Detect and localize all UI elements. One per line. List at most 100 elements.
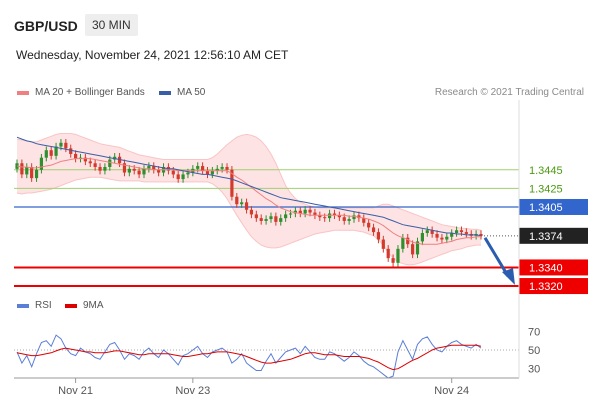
legend-9ma-swatch [65, 303, 77, 308]
candle-body [20, 163, 24, 175]
candle-body [376, 232, 381, 240]
candle-body [69, 148, 73, 154]
candle-body [108, 159, 112, 167]
x-tick-label-2: Nov 24 [434, 385, 469, 397]
candle-body [74, 153, 78, 159]
candle-body [327, 213, 332, 219]
candle-body [347, 219, 351, 221]
legend-rsi-swatch [17, 303, 29, 308]
legend-ma20-label: MA 20 + Bollinger Bands [35, 87, 145, 98]
candle-body [103, 166, 107, 171]
candle-body [83, 157, 87, 162]
legend-ma20-swatch [17, 90, 29, 95]
ma50-line [16, 136, 482, 237]
legend-9ma-label: 9MA [83, 300, 104, 311]
rsi-9ma-line [16, 344, 482, 371]
candle-body [93, 163, 97, 167]
candle-body [147, 166, 151, 169]
candle-body [49, 150, 53, 156]
candle-body [39, 157, 44, 170]
candle-body [303, 209, 307, 214]
legend-ma50-swatch [159, 90, 171, 95]
candle-body [64, 142, 68, 149]
candle-body [450, 233, 454, 237]
bollinger-upper-line [16, 133, 482, 231]
candle-body [235, 196, 239, 205]
candle-body [318, 215, 322, 218]
symbol-title: GBP/USD [14, 18, 78, 34]
level-tag-1.3374 [519, 227, 588, 244]
candle-body [337, 215, 341, 218]
candle-body [215, 168, 219, 171]
candle-body [386, 248, 390, 259]
candle-body [313, 212, 317, 216]
x-tick-label-1: Nov 23 [175, 385, 210, 397]
candle-body [98, 166, 102, 171]
candle-body [352, 215, 356, 220]
candle-body [230, 169, 234, 197]
candle-body [401, 237, 405, 249]
rsi-tick-70: 70 [528, 326, 540, 338]
legend-ma20: MA 20 + Bollinger Bands [17, 87, 145, 98]
candle-body [205, 170, 210, 175]
candle-body [264, 219, 268, 221]
legend-ma50: MA 50 [159, 87, 205, 98]
candle-body [269, 216, 273, 220]
research-credit: Research © 2021 Trading Central [434, 87, 584, 98]
candle-body [396, 248, 400, 263]
candle-body [225, 166, 229, 170]
candle-body [254, 214, 258, 219]
level-label-1.3425: 1.3425 [529, 183, 563, 195]
rsi-line [16, 334, 482, 379]
candle-body [181, 174, 185, 180]
level-label-1.3374: 1.3374 [529, 231, 563, 243]
level-tag-1.3320 [519, 278, 588, 295]
candle-body [323, 217, 327, 219]
candle-body [367, 222, 371, 228]
x-tick-label-0: Nov 21 [58, 385, 93, 397]
level-label-1.3405: 1.3405 [529, 202, 563, 214]
candle-body [54, 146, 58, 156]
candle-body [420, 233, 424, 242]
candle-body [284, 214, 288, 219]
candle-body [176, 174, 180, 180]
candle-body [88, 161, 92, 164]
candle-body [132, 168, 136, 171]
legend-rsi: RSI [17, 300, 52, 311]
candle-body [186, 172, 190, 175]
candle-body [425, 230, 429, 234]
bollinger-lower-line [16, 176, 481, 266]
candle-body [440, 237, 444, 240]
candle-body [342, 217, 346, 221]
chart-datetime: Wednesday, November 24, 2021 12:56:10 AM… [16, 48, 289, 62]
candle-body [445, 236, 449, 240]
candle-body [406, 237, 410, 245]
candle-body [274, 216, 278, 222]
legend-rsi-label: RSI [35, 300, 52, 311]
level-tag-1.3340 [519, 259, 588, 276]
forecast-arrow-shaft [483, 237, 510, 277]
rsi-tick-50: 50 [528, 345, 540, 357]
candle-body [411, 244, 415, 255]
candle-body [391, 258, 395, 263]
candle-body [259, 218, 263, 221]
level-tag-1.3405 [519, 198, 588, 215]
forecast-arrow-head [502, 268, 515, 286]
candle-body [240, 202, 244, 205]
candle-body [196, 166, 200, 169]
rsi-tick-30: 30 [528, 364, 540, 376]
level-label-1.3320: 1.3320 [529, 281, 563, 293]
candle-body [308, 209, 312, 213]
level-label-1.3445: 1.3445 [529, 165, 563, 177]
candle-body [381, 239, 385, 249]
legend-ma50-label: MA 50 [177, 87, 206, 98]
candle-body [430, 230, 434, 234]
candle-body [30, 166, 34, 179]
candle-body [464, 232, 468, 234]
candle-body [479, 233, 483, 236]
timeframe-badge[interactable]: 30 MIN [85, 14, 138, 36]
candle-body [127, 168, 131, 173]
candle-body [59, 142, 63, 147]
candle-body [249, 209, 254, 215]
